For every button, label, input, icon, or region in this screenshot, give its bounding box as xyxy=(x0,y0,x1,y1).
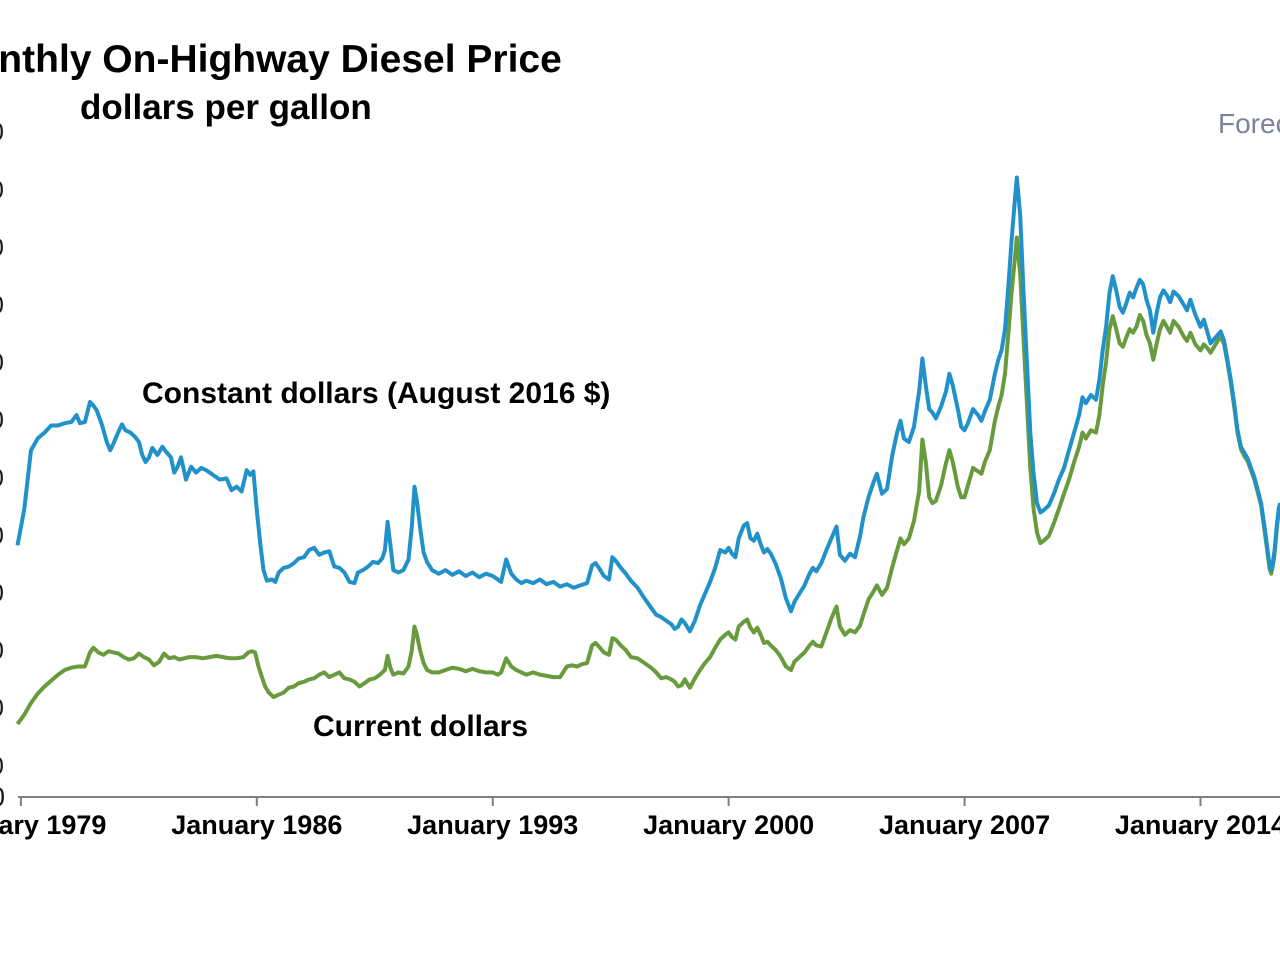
current-dollars-line xyxy=(15,235,1280,726)
y-axis-label-fragment: 0 xyxy=(0,234,4,262)
y-axis-label-fragment: 0 xyxy=(0,464,4,492)
chart-title: Monthly On-Highway Diesel Price xyxy=(0,38,562,81)
constant-dollars-series-label: Constant dollars (August 2016 $) xyxy=(142,377,611,410)
y-axis-label-fragment: 0 xyxy=(0,291,4,319)
x-tick-label: January 1986 xyxy=(171,810,343,840)
y-axis-label-fragment: 0 xyxy=(0,522,4,550)
y-axis-label-fragment: 0 xyxy=(0,752,4,780)
x-tick-label: January 1979 xyxy=(0,810,107,840)
forecast-label: Forecast xyxy=(1218,108,1280,139)
x-tick-label: January 2000 xyxy=(643,810,815,840)
x-tick-label: January 2014 xyxy=(1114,810,1280,840)
y-axis-label-fragment: 0 xyxy=(0,782,5,812)
y-axis-label-fragment: 0 xyxy=(0,579,4,607)
y-axis-label-fragment: 0 xyxy=(0,176,4,204)
current-dollars-series-label: Current dollars xyxy=(313,710,529,743)
chart-units-subtitle: dollars per gallon xyxy=(80,88,372,127)
x-tick-label: January 1993 xyxy=(407,810,579,840)
constant-dollars-line xyxy=(15,175,1280,634)
y-axis-label-fragment: 0 xyxy=(0,637,4,665)
x-tick-label: January 2007 xyxy=(878,810,1051,840)
y-axis-label-fragment: 0 xyxy=(0,349,4,377)
y-axis-label-fragment: 0 xyxy=(0,695,4,723)
y-axis-label-fragment: 0 xyxy=(0,407,4,435)
y-axis-label-fragment: 0 xyxy=(0,119,4,147)
